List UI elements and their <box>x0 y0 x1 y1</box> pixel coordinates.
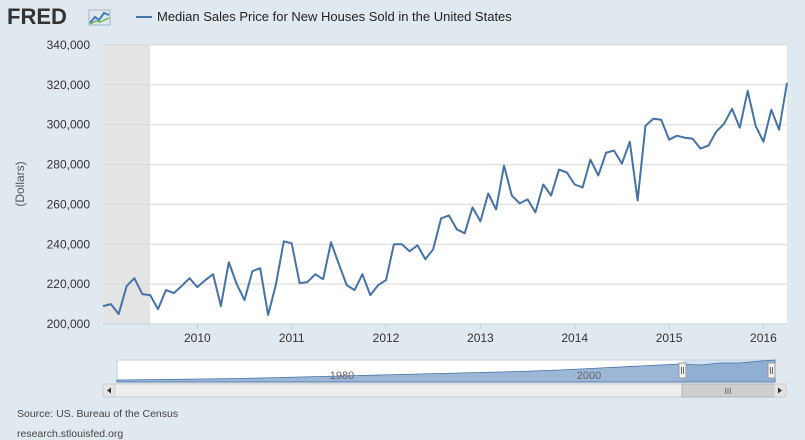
fred-logo-text: FRED <box>7 4 67 29</box>
scrollbar[interactable]: III <box>102 383 787 398</box>
arrow-left-icon <box>107 387 111 394</box>
x-tick-label: 2010 <box>184 331 211 345</box>
y-tick-label: 260,000 <box>47 197 91 211</box>
plot-area <box>103 45 787 324</box>
navigator-label-2000: 2000 <box>577 370 601 382</box>
y-axis-label: (Dollars) <box>13 161 27 206</box>
x-tick-label: 2013 <box>467 331 494 345</box>
y-tick-label: 320,000 <box>47 78 91 92</box>
source-url[interactable]: research.stlouisfed.org <box>17 428 123 440</box>
navigator-left-handle[interactable] <box>678 362 687 379</box>
legend-label: Median Sales Price for New Houses Sold i… <box>157 9 512 24</box>
recession-band <box>103 45 151 324</box>
y-tick-label: 300,000 <box>47 118 91 132</box>
x-tick-label: 2015 <box>656 331 683 345</box>
y-tick-label: 200,000 <box>47 317 91 331</box>
scrollbar-grip: III <box>725 387 732 396</box>
y-tick-label: 240,000 <box>47 237 91 251</box>
arrow-right-icon <box>778 387 782 394</box>
x-axis-ticks: 2010 2011 2012 2013 2014 2015 2016 <box>103 323 787 345</box>
fred-logo-graph-icon <box>88 9 111 26</box>
recession-shading <box>103 45 151 324</box>
navigator-right-handle[interactable] <box>767 362 776 379</box>
x-tick-label: 2012 <box>373 331 400 345</box>
series-lines <box>102 82 788 316</box>
navigator-label-1980: 1980 <box>330 370 354 382</box>
y-axis-ticks: 200,000 220,000 240,000 260,000 280,000 300,0… <box>47 38 91 331</box>
y-tick-label: 220,000 <box>47 277 91 291</box>
x-tick-label: 2016 <box>750 331 777 345</box>
range-navigator[interactable]: 1980 2000 <box>116 359 776 383</box>
navigator-series-area <box>116 359 776 383</box>
y-tick-label: 280,000 <box>47 158 91 172</box>
gridlines <box>103 44 787 325</box>
x-tick-label: 2011 <box>279 331 305 345</box>
source-note: Source: US. Bureau of the Census <box>17 408 178 420</box>
y-tick-label: 340,000 <box>47 38 91 52</box>
x-tick-label: 2014 <box>561 331 588 345</box>
series-line[interactable] <box>102 82 788 316</box>
scroll-right-button[interactable] <box>773 383 787 398</box>
scroll-left-button[interactable] <box>102 383 116 398</box>
legend[interactable]: Median Sales Price for New Houses Sold i… <box>136 9 512 24</box>
fred-logo[interactable]: FRED <box>7 4 111 29</box>
